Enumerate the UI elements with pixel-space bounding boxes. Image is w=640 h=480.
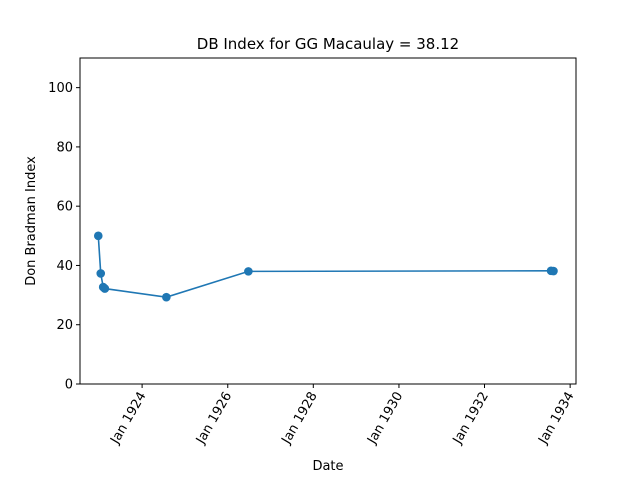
chart-title: DB Index for GG Macaulay = 38.12 (197, 35, 459, 53)
plot-frame (79, 57, 577, 385)
data-point (100, 284, 110, 293)
x-axis-label: Date (312, 459, 343, 474)
y-axis: 0 20 40 60 80 100 (48, 81, 80, 393)
y-tick-label: 0 (65, 378, 73, 393)
data-point (162, 292, 171, 302)
y-tick-label: 20 (56, 318, 73, 333)
data-point (93, 231, 103, 241)
y-tick-label: 100 (48, 81, 73, 96)
y-tick-label: 60 (56, 200, 73, 215)
series-layer (93, 231, 558, 302)
data-point (244, 267, 253, 276)
y-tick-label: 40 (56, 259, 73, 274)
y-tick-label: 80 (56, 140, 73, 155)
data-point (549, 266, 558, 276)
data-point (96, 269, 106, 278)
y-axis-label: Don Bradman Index (24, 156, 39, 286)
